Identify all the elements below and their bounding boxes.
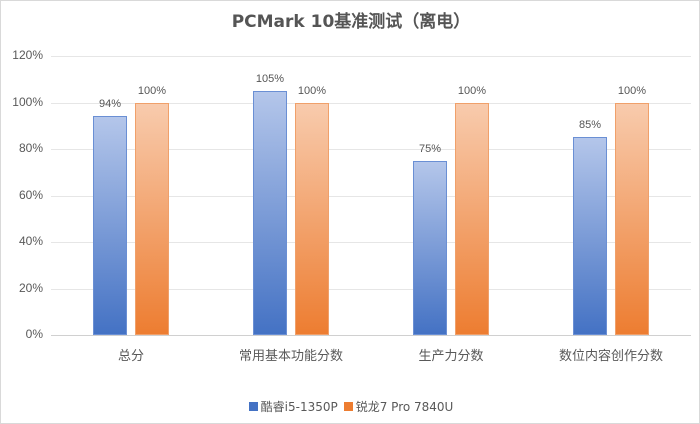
- bar: [413, 160, 447, 335]
- gridline: [51, 102, 691, 104]
- data-label: 100%: [457, 84, 487, 97]
- y-tick-label: 60%: [18, 187, 43, 202]
- x-tick-label: 常用基本功能分数: [238, 349, 343, 364]
- bar: [455, 102, 489, 335]
- legend-item: 锐龙7 Pro 7840U: [343, 398, 454, 415]
- data-label: 94%: [98, 98, 122, 111]
- legend-swatch-icon: [248, 402, 258, 411]
- data-label: 85%: [578, 119, 602, 132]
- gridline: [51, 195, 691, 197]
- gridline: [51, 149, 691, 150]
- x-tick-label: 生产力分数: [418, 349, 484, 364]
- plot-area: 94% 100% 105% 100% 75% 100% 85% 100%: [51, 56, 691, 336]
- data-label: 75%: [418, 142, 442, 155]
- gridline: [51, 56, 691, 57]
- y-tick-label: 0%: [25, 327, 43, 341]
- data-label: 100%: [297, 84, 327, 97]
- gridline: [51, 242, 691, 243]
- data-label: 105%: [255, 72, 285, 85]
- bar: [573, 137, 607, 335]
- bar: [295, 102, 329, 335]
- bar: [93, 116, 127, 335]
- chart-title: PCMark 10基准测试（离电）: [231, 12, 471, 32]
- legend-label: 酷睿i5-1350P: [260, 400, 338, 414]
- y-tick-label: 100%: [12, 94, 43, 109]
- y-tick-label: 40%: [18, 234, 43, 248]
- bar: [253, 90, 287, 335]
- x-tick-label: 总分: [117, 349, 144, 364]
- y-tick-label: 120%: [12, 48, 43, 62]
- bar: [615, 102, 649, 335]
- data-label: 100%: [137, 84, 167, 97]
- legend-item: 酷睿i5-1350P: [248, 398, 338, 415]
- gridline: [51, 288, 691, 290]
- y-tick-label: 20%: [18, 280, 43, 295]
- gridline: [51, 335, 691, 336]
- data-label: 100%: [617, 84, 647, 97]
- y-tick-label: 80%: [18, 141, 43, 155]
- legend: 酷睿i5-1350P 锐龙7 Pro 7840U: [1, 398, 700, 415]
- bar: [135, 102, 169, 335]
- legend-swatch-icon: [343, 402, 353, 411]
- x-tick-label: 数位内容创作分数: [558, 349, 663, 364]
- legend-label: 锐龙7 Pro 7840U: [355, 400, 454, 414]
